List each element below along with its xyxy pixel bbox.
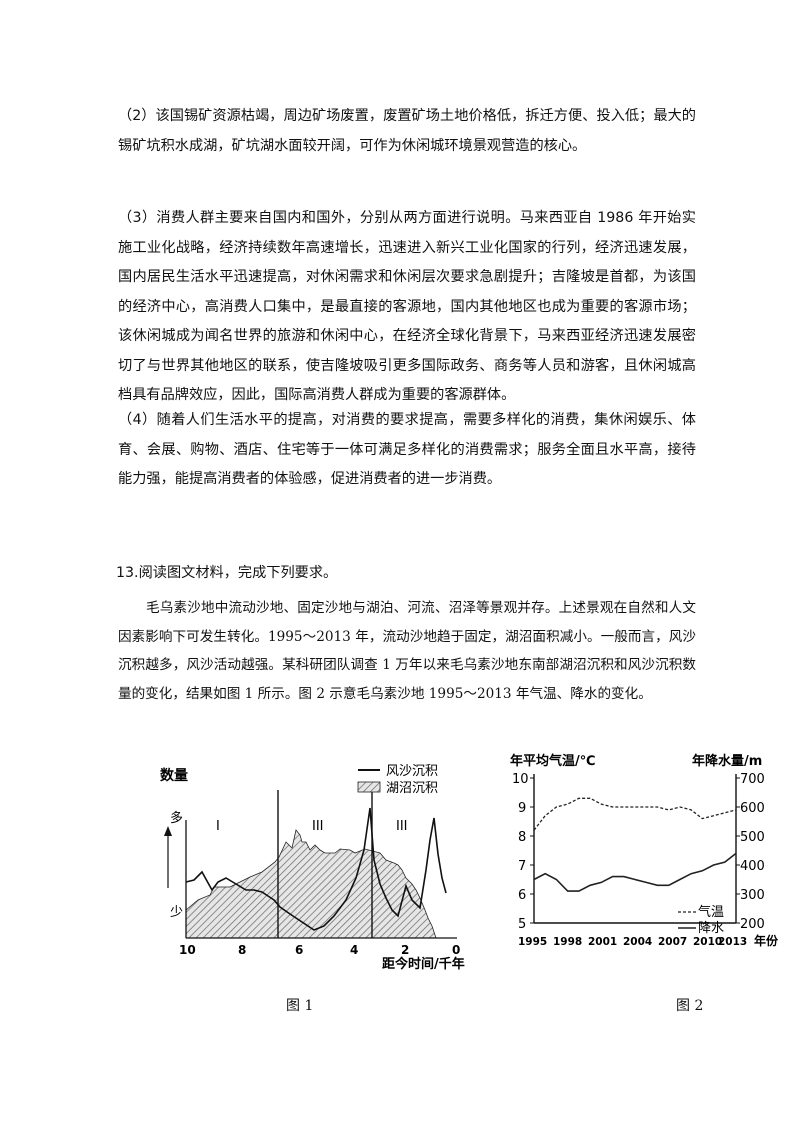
question-heading: 13.阅读图文材料，完成下列要求。: [116, 565, 338, 581]
fig2-precipitation-line: [533, 852, 737, 892]
fig2-legend-temp: 气温: [698, 904, 724, 920]
fig2-right-tick-200: 200: [740, 917, 765, 932]
period-label-1: I: [216, 819, 220, 834]
fig2-right-tick-600: 600: [740, 801, 765, 816]
fig1-tick-8: 8: [238, 943, 246, 957]
period-label-2: III: [312, 819, 324, 834]
fig2-x-tick-2001: 2001: [588, 936, 617, 948]
figure-1-caption: 图 1: [286, 998, 314, 1014]
fig1-ylabel: 数量: [160, 767, 188, 784]
aeolian-deposit-line: [185, 807, 447, 931]
fig2-xlabel: 年份: [754, 933, 779, 948]
answer-paragraph-3: （3）消费人群主要来自国内和国外，分别从两方面进行说明。马来西亚自 1986 年…: [118, 210, 696, 403]
fig1-xlabel: 距今时间/千年: [382, 956, 465, 972]
figure-1-chart: 风沙沉积 湖沼沉积 数量 多 少 I III III 10 8 6 4 2 0 …: [160, 764, 465, 972]
fig1-y-low: 少: [170, 905, 183, 920]
fig2-left-tick-6: 6: [518, 888, 526, 903]
fig2-ylabel-left: 年平均气温/℃: [510, 753, 596, 769]
fig1-tick-10: 10: [179, 943, 196, 957]
legend-lake: 湖沼沉积: [386, 781, 438, 796]
fig2-x-tick-1995: 1995: [518, 936, 547, 948]
fig2-right-tick-500: 500: [740, 830, 765, 845]
figure-2-caption: 图 2: [676, 998, 704, 1014]
fig1-tick-0: 0: [452, 943, 460, 957]
fig2-left-tick-5: 5: [518, 917, 526, 932]
fig2-x-tick-1998: 1998: [553, 936, 582, 948]
fig2-right-tick-300: 300: [740, 888, 765, 903]
material-text: 毛乌素沙地中流动沙地、固定沙地与湖泊、河流、沼泽等景观并存。上述景观在自然和人文…: [118, 600, 696, 702]
period-label-3: III: [396, 819, 408, 834]
figure-2-chart: 年平均气温/℃ 年降水量/m 10 9 8 7 6 5 700 600 500 …: [510, 753, 779, 948]
fig2-left-tick-8: 8: [518, 830, 526, 845]
answer-paragraph-4: （4）随着人们生活水平的提高，对消费的要求提高，需要多样化的消费，集休闲娱乐、体…: [118, 412, 696, 487]
fig1-y-high: 多: [170, 810, 183, 826]
fig2-right-tick-400: 400: [740, 859, 765, 874]
answer-paragraph-2: （2）该国锡矿资源枯竭，周边矿场废置，废置矿场土地价格低，拆迁方便、投入低；最大…: [118, 108, 696, 154]
fig2-x-tick-2007: 2007: [658, 936, 687, 948]
lake-deposit-area: [185, 829, 437, 939]
fig2-left-tick-10: 10: [512, 772, 529, 787]
legend-aeolian: 风沙沉积: [386, 764, 438, 779]
fig2-temperature-line: [533, 797, 737, 831]
fig2-x-tick-2013: 2013: [718, 936, 747, 948]
fig2-right-tick-700: 700: [740, 772, 765, 787]
fig1-tick-4: 4: [350, 943, 358, 957]
fig2-x-tick-2004: 2004: [623, 936, 652, 948]
fig2-x-tick-2010: 2010: [693, 936, 722, 948]
fig2-left-tick-7: 7: [518, 859, 526, 874]
fig1-tick-2: 2: [401, 943, 409, 957]
fig1-tick-6: 6: [295, 943, 303, 957]
fig2-left-tick-9: 9: [518, 801, 526, 816]
fig2-ylabel-right: 年降水量/m: [692, 753, 762, 769]
fig2-legend-precip: 降水: [698, 921, 724, 936]
